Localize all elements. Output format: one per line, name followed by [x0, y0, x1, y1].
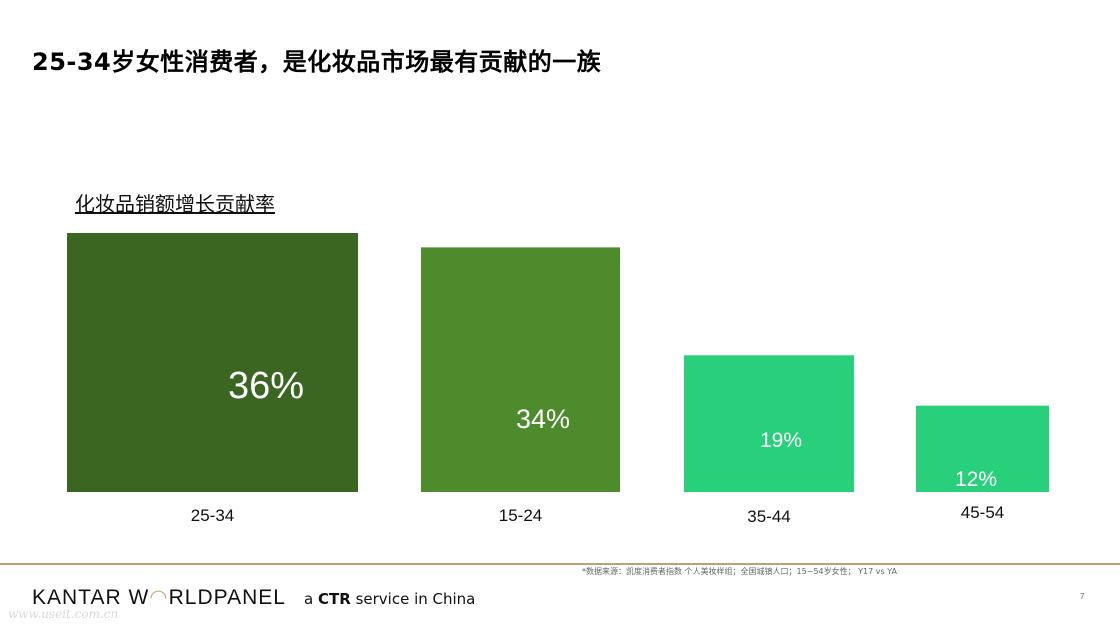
tagline-ctr: CTR [318, 590, 351, 608]
logo-kantar-text: KANTAR [32, 586, 122, 609]
tagline-a: a [304, 590, 314, 608]
kantar-worldpanel-logo: KANTAR W◠RLDPANEL a CTR service in China [32, 585, 475, 610]
category-label: 15-24 [499, 506, 542, 525]
bar-25-34 [67, 233, 358, 492]
bar-35-44 [684, 355, 854, 492]
logo-tagline: a CTR service in China [304, 590, 475, 608]
category-label: 35-44 [747, 507, 790, 526]
data-source-footnote: *数据来源：凯度消费者指数 个人美妆样组；全国城镇人口；15~54岁女性； Y1… [582, 567, 897, 576]
page-number: 7 [1080, 592, 1085, 601]
category-label: 45-54 [961, 503, 1004, 522]
category-label: 25-34 [191, 506, 234, 525]
chart-title: 化妆品销额增长贡献率 [75, 192, 275, 216]
bar-value-label: 19% [760, 429, 802, 452]
bar-15-24 [421, 247, 620, 492]
footer-divider [0, 563, 1120, 565]
bar-value-label: 34% [516, 404, 570, 434]
logo-worldpanel-w: W [128, 586, 150, 609]
tagline-rest: service in China [355, 590, 476, 608]
bar-45-54 [916, 405, 1049, 492]
slide-title: 25-34岁女性消费者，是化妆品市场最有贡献的一族 [32, 48, 602, 76]
watermark: www.useit.com.cn [8, 607, 119, 621]
logo-worldpanel-text: RLDPANEL [168, 586, 286, 609]
logo-o-mark-icon: ◠ [149, 586, 169, 609]
bar-chart: 36% 25-34 34% 15-24 19% 35-44 12% 45-54 [67, 233, 1049, 526]
bar-value-label: 36% [228, 365, 304, 407]
bar-value-label: 12% [955, 468, 997, 491]
